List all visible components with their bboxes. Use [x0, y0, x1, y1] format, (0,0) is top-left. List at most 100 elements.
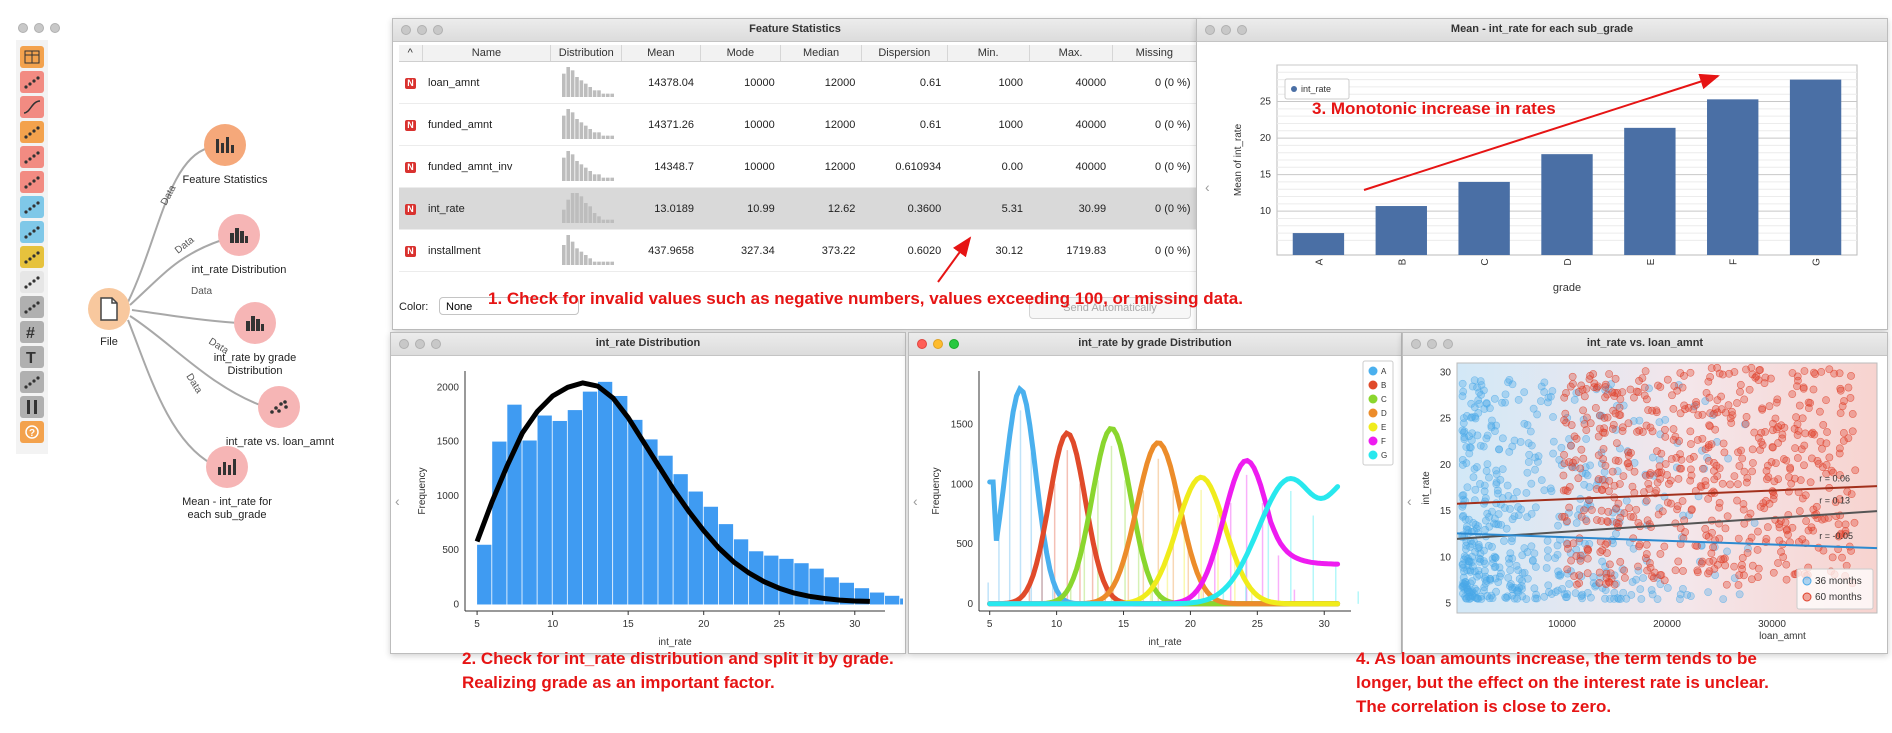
int-rate-by-grade-node[interactable] [228, 296, 282, 350]
bar-F[interactable] [1707, 99, 1759, 255]
tree-icon[interactable] [20, 171, 44, 193]
minimize-dot[interactable] [1427, 339, 1437, 349]
minimize-dot[interactable] [417, 25, 427, 35]
maximize-dot[interactable] [1443, 339, 1453, 349]
hist-bar[interactable] [477, 544, 492, 605]
int-rate-distribution-node[interactable] [212, 208, 266, 262]
scatter-plot-icon[interactable] [20, 146, 44, 168]
workflow-canvas[interactable]: Data Data Data Data Data File Feature St… [48, 40, 390, 650]
mean-bar-node[interactable] [200, 440, 254, 494]
minimize-dot[interactable] [933, 339, 943, 349]
table-row[interactable]: N installment 437.9658 327.34 373.22 0.6… [399, 229, 1197, 272]
sort-toggle[interactable]: ^ [399, 45, 423, 62]
file-node[interactable] [82, 282, 136, 336]
text-icon[interactable]: T [20, 346, 44, 368]
person-icon[interactable] [20, 296, 44, 318]
mean-bar-titlebar[interactable]: Mean - int_rate for each sub_grade [1197, 19, 1887, 42]
link-int-rate-by-grade[interactable] [131, 309, 239, 324]
hist-bar[interactable] [703, 506, 719, 605]
hist-bar[interactable] [658, 455, 673, 605]
hist-bar[interactable] [492, 441, 507, 605]
help-icon[interactable]: ? [20, 421, 44, 443]
column-header-mean[interactable]: Mean [621, 45, 701, 62]
hist-bar[interactable] [794, 563, 809, 605]
table-row-selected[interactable]: N int_rate 13.0189 10.99 12.62 0.3600 5.… [399, 187, 1197, 230]
hist-bar[interactable] [733, 539, 749, 605]
table-row[interactable]: N funded_amnt_inv 14348.7 10000 12000 0.… [399, 145, 1197, 188]
hist-bar[interactable] [869, 592, 885, 605]
close-dot[interactable] [401, 25, 411, 35]
refresh-icon[interactable] [20, 121, 44, 143]
link-int-rate-distribution[interactable] [129, 239, 223, 306]
brush-icon[interactable] [20, 371, 44, 393]
close-dot[interactable] [917, 339, 927, 349]
column-header-mode[interactable]: Mode [700, 45, 782, 62]
density-curve-G[interactable] [987, 475, 1341, 607]
hist-bar[interactable] [900, 598, 903, 605]
minimize-dot[interactable] [1221, 25, 1231, 35]
link-feature-statistics[interactable] [127, 147, 209, 303]
curve-icon[interactable] [20, 96, 44, 118]
panel-collapse-chevron-icon[interactable]: ‹ [395, 493, 400, 509]
panel-collapse-chevron-icon[interactable]: ‹ [913, 493, 918, 509]
hist-bar[interactable] [688, 491, 703, 605]
hist-bar[interactable] [643, 439, 658, 605]
feature-statistics-node[interactable] [198, 118, 252, 172]
column-header-max[interactable]: Max. [1029, 45, 1113, 62]
box-3d-icon[interactable] [20, 246, 44, 268]
table-row[interactable]: N funded_amnt 14371.26 10000 12000 0.61 … [399, 103, 1197, 146]
minimize-dot[interactable] [415, 339, 425, 349]
color-select[interactable]: None [439, 297, 579, 315]
minimize-dot[interactable] [34, 23, 44, 33]
bar-D[interactable] [1541, 154, 1593, 255]
hist-bar[interactable] [552, 420, 567, 605]
grid-icon[interactable] [20, 196, 44, 218]
close-dot[interactable] [18, 23, 28, 33]
column-header-dispersion[interactable]: Dispersion [861, 45, 948, 62]
hist-bar[interactable] [885, 595, 900, 605]
hist-bar[interactable] [779, 558, 794, 605]
panel-collapse-chevron-icon[interactable]: ‹ [1407, 493, 1412, 509]
notes-icon[interactable] [20, 271, 44, 293]
hist-bar[interactable] [764, 555, 779, 605]
maximize-dot[interactable] [433, 25, 443, 35]
hist-bar[interactable] [613, 395, 628, 605]
feature-statistics-titlebar[interactable]: Feature Statistics [393, 19, 1197, 42]
int-rate-distribution-titlebar[interactable]: int_rate Distribution [391, 333, 905, 356]
column-header-min[interactable]: Min. [947, 45, 1030, 62]
maximize-dot[interactable] [50, 23, 60, 33]
clusters-icon[interactable] [20, 221, 44, 243]
bar-A[interactable] [1292, 233, 1345, 255]
hist-bar[interactable] [522, 440, 537, 605]
scatter-dots-icon[interactable] [20, 71, 44, 93]
hash-icon[interactable]: # [20, 321, 44, 343]
panel-collapse-chevron-icon[interactable]: ‹ [1205, 179, 1210, 195]
column-header-median[interactable]: Median [780, 45, 862, 62]
maximize-dot[interactable] [1237, 25, 1247, 35]
send-automatically-button[interactable]: Send Automatically [1029, 297, 1191, 319]
bar-C[interactable] [1458, 181, 1510, 255]
maximize-dot[interactable] [949, 339, 959, 349]
column-header-missing[interactable]: Missing [1112, 45, 1197, 62]
close-dot[interactable] [1205, 25, 1215, 35]
hist-bar[interactable] [567, 410, 583, 605]
hist-bar[interactable] [718, 524, 734, 605]
column-header-name[interactable]: Name [422, 45, 552, 62]
bar-E[interactable] [1624, 127, 1676, 255]
table-icon[interactable] [20, 46, 44, 68]
scatter-node[interactable] [252, 380, 306, 434]
hist-bar[interactable] [537, 415, 552, 605]
scatter-titlebar[interactable]: int_rate vs. loan_amnt [1403, 333, 1887, 356]
bar-G[interactable] [1789, 79, 1842, 255]
maximize-dot[interactable] [431, 339, 441, 349]
link-scatter[interactable] [129, 315, 261, 406]
bar-B[interactable] [1375, 206, 1427, 255]
int-rate-by-grade-titlebar[interactable]: int_rate by grade Distribution [909, 333, 1401, 356]
column-header-distribution[interactable]: Distribution [550, 45, 623, 62]
pause-icon[interactable] [20, 396, 44, 418]
table-row[interactable]: N loan_amnt 14378.04 10000 12000 0.61 10… [399, 61, 1197, 104]
close-dot[interactable] [399, 339, 409, 349]
hist-bar[interactable] [597, 381, 613, 605]
link-mean-bar[interactable] [127, 319, 213, 465]
close-dot[interactable] [1411, 339, 1421, 349]
